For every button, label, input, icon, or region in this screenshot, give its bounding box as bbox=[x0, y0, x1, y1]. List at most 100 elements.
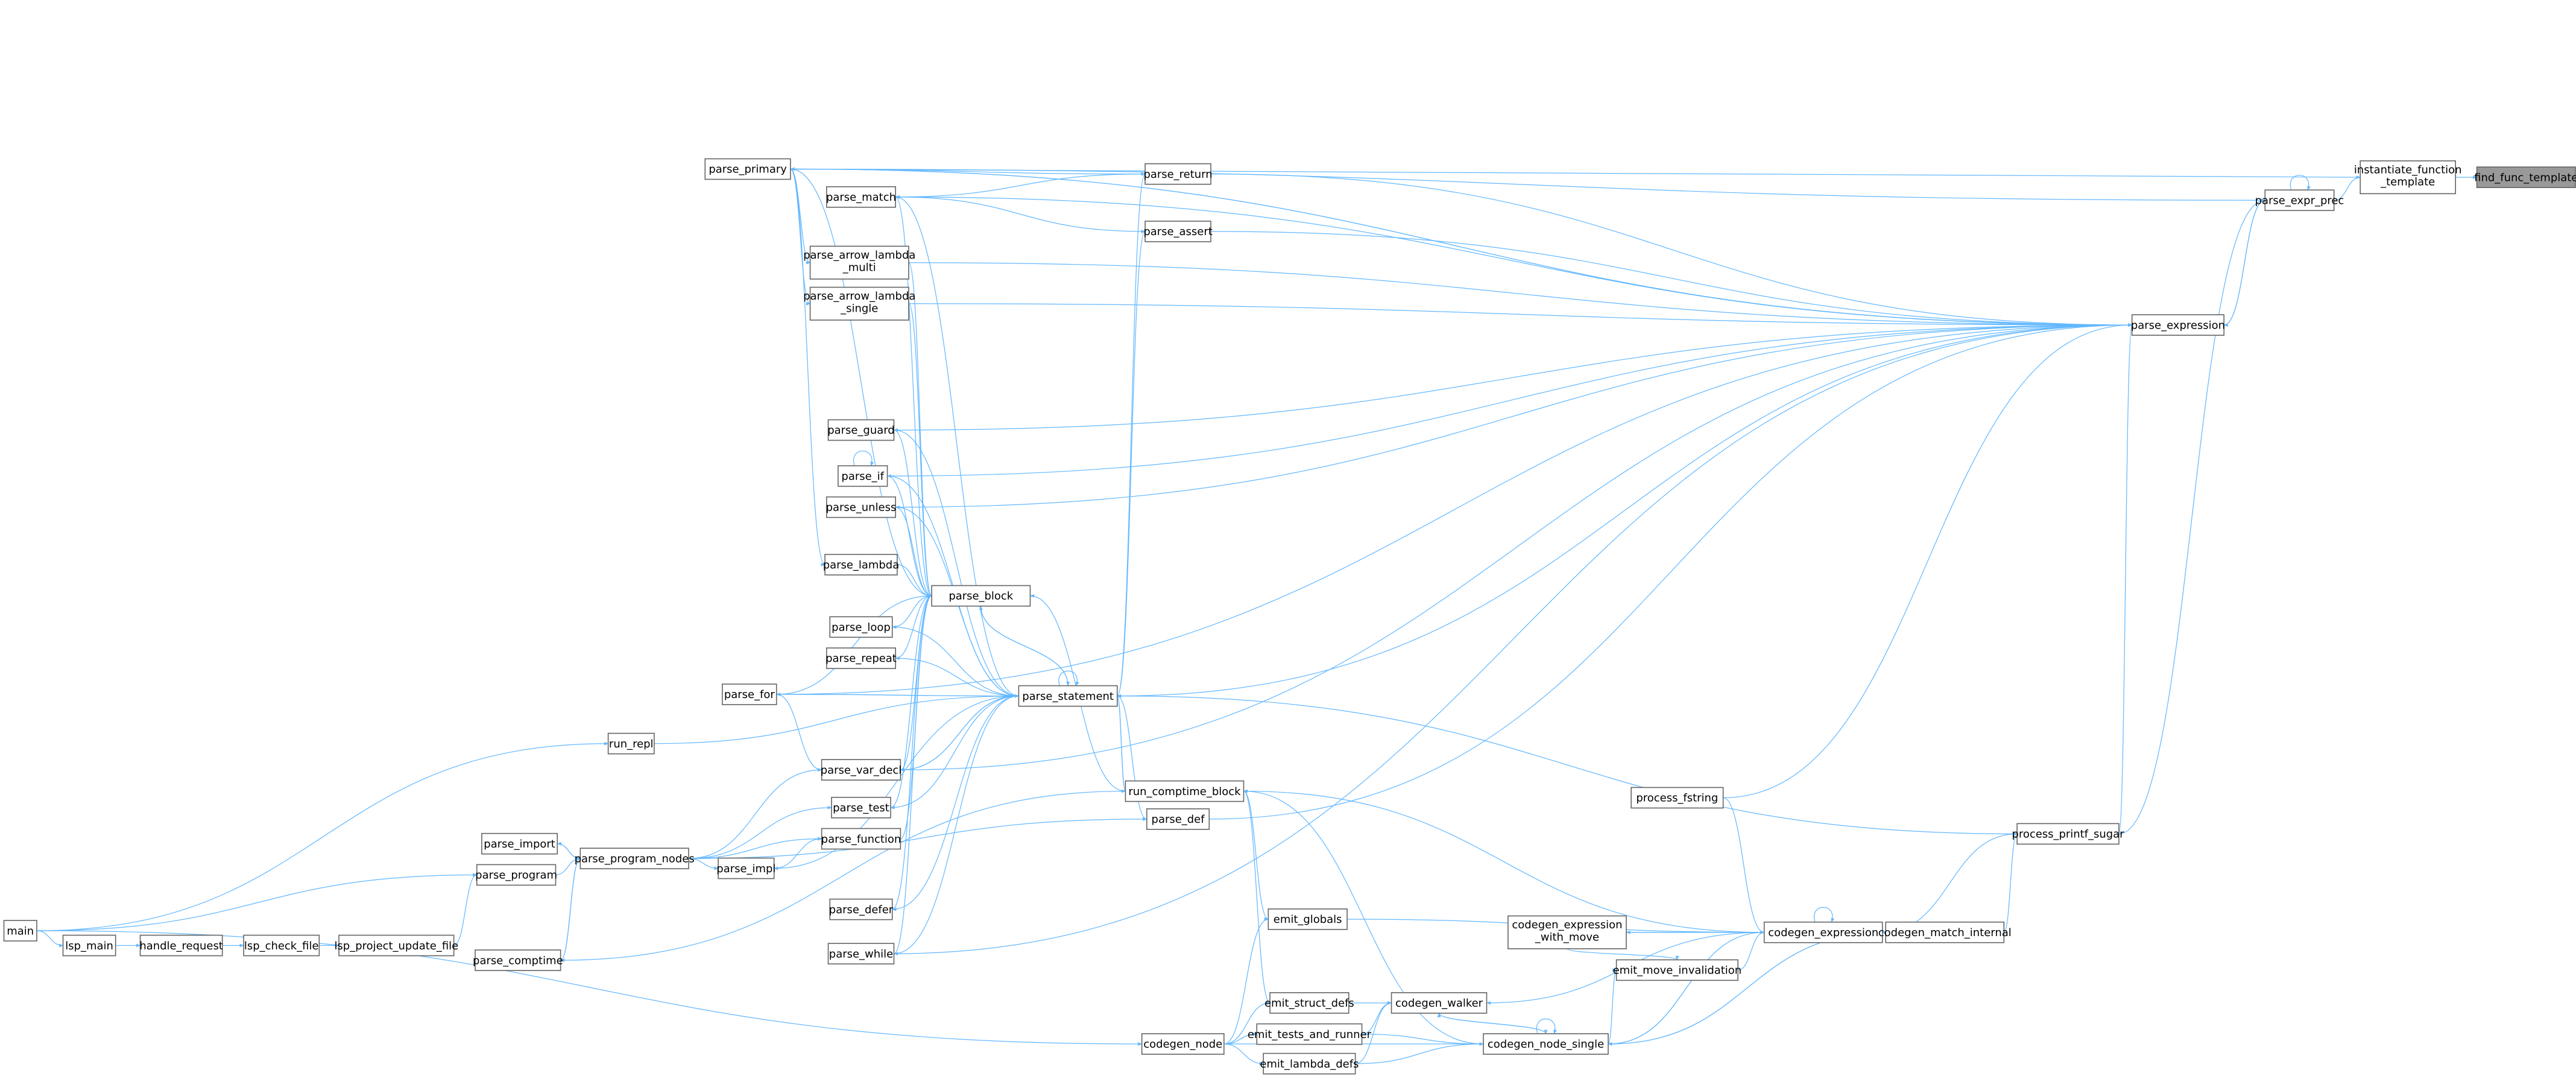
edge-parse_statement-to-parse_for bbox=[776, 692, 1019, 697]
node-handle_request[interactable]: handle_request bbox=[139, 934, 223, 957]
node-box bbox=[826, 496, 896, 518]
edge-parse_match-to-parse_expression bbox=[895, 197, 2133, 327]
node-codegen_expression[interactable]: codegen_expression bbox=[1763, 921, 1883, 943]
node-main[interactable]: main bbox=[3, 920, 37, 942]
node-box bbox=[827, 943, 895, 964]
node-box bbox=[831, 796, 891, 819]
node-emit_struct_defs[interactable]: emit_struct_defs bbox=[1264, 992, 1354, 1014]
node-emit_move_invalidation[interactable]: emit_move_invalidation bbox=[1613, 959, 1742, 981]
node-label: parse_defer bbox=[829, 904, 894, 916]
edge-parse_statement-to-parse_statement bbox=[1058, 670, 1079, 687]
node-lsp_project_update_file[interactable]: lsp_project_update_file bbox=[334, 934, 458, 957]
node-label: parse_def bbox=[1152, 813, 1205, 826]
node-label: lsp_project_update_file bbox=[334, 940, 458, 952]
node-label: parse_program_nodes bbox=[575, 852, 695, 865]
node-parse_expression[interactable]: parse_expression bbox=[2131, 314, 2225, 336]
node-label: parse_unless bbox=[826, 502, 897, 514]
node-emit_globals[interactable]: emit_globals bbox=[1267, 908, 1348, 930]
node-box bbox=[704, 158, 791, 180]
node-emit_lambda_defs[interactable]: emit_lambda_defs bbox=[1260, 1052, 1359, 1075]
node-codegen_expression_with_move[interactable]: codegen_expression_with_move bbox=[1507, 915, 1627, 949]
edge-lsp_project_update_file-to-parse_program bbox=[453, 873, 478, 946]
node-parse_primary[interactable]: parse_primary bbox=[704, 158, 791, 180]
edge-process_fstring-to-parse_expression bbox=[1723, 323, 2133, 799]
edge-parse_for-to-parse_block bbox=[776, 594, 932, 695]
node-parse_function[interactable]: parse_function bbox=[821, 828, 901, 850]
node-codegen_node[interactable]: codegen_node bbox=[1141, 1033, 1225, 1055]
node-parse_for[interactable]: parse_for bbox=[722, 684, 777, 705]
node-run_repl[interactable]: run_repl bbox=[607, 732, 655, 755]
node-parse_return[interactable]: parse_return bbox=[1143, 163, 1213, 185]
node-parse_block[interactable]: parse_block bbox=[931, 585, 1031, 607]
node-process_printf_sugar[interactable]: process_printf_sugar bbox=[2012, 823, 2124, 845]
node-label: emit_move_invalidation bbox=[1613, 964, 1742, 977]
edge-run_comptime_block-to-emit_globals bbox=[1243, 790, 1269, 921]
node-parse_program_nodes[interactable]: parse_program_nodes bbox=[575, 848, 695, 870]
node-parse_repeat[interactable]: parse_repeat bbox=[826, 647, 897, 669]
edge-parse_unless-to-parse_block bbox=[895, 506, 932, 598]
node-label: codegen_walker bbox=[1395, 997, 1483, 1010]
node-lsp_check_file[interactable]: lsp_check_file bbox=[243, 934, 320, 957]
edge-run_repl-to-parse_statement bbox=[654, 694, 1020, 744]
edge-parse_for-to-parse_var_decl bbox=[776, 694, 822, 772]
node-parse_arrow_lambda_single[interactable]: parse_arrow_lambda_single bbox=[803, 286, 915, 321]
nodes-layer: find_func_template instantiate_function_t… bbox=[3, 158, 2576, 1075]
edge-run_comptime_block-to-emit_struct_defs bbox=[1243, 790, 1271, 1005]
edge-parse_if-to-parse_expression bbox=[887, 323, 2133, 477]
edge-parse_program_nodes-to-parse_test bbox=[689, 805, 832, 859]
edge-parse_statement-to-parse_defer bbox=[891, 696, 1019, 911]
node-parse_loop[interactable]: parse_loop bbox=[829, 616, 893, 638]
edge-parse_expr_prec-to-parse_primary bbox=[790, 167, 2265, 201]
node-lsp_main[interactable]: lsp_main bbox=[62, 934, 116, 957]
edge-codegen_node_single-to-emit_move_invalidation bbox=[1608, 968, 1617, 1045]
edge-parse_program_nodes-to-parse_def bbox=[689, 817, 1148, 859]
node-parse_statement[interactable]: parse_statement bbox=[1018, 685, 1118, 707]
node-emit_tests_and_runner[interactable]: emit_tests_and_runner bbox=[1248, 1023, 1372, 1045]
node-parse_def[interactable]: parse_def bbox=[1146, 808, 1210, 830]
node-box bbox=[1483, 1033, 1609, 1055]
node-parse_lambda[interactable]: parse_lambda bbox=[823, 553, 900, 576]
node-parse_impl[interactable]: parse_impl bbox=[716, 857, 775, 879]
edge-parse_expr_prec-to-parse_expression bbox=[2223, 200, 2265, 327]
edge-process_printf_sugar-to-codegen_expression bbox=[1882, 833, 2018, 934]
node-parse_unless[interactable]: parse_unless bbox=[826, 496, 897, 518]
node-label: main bbox=[7, 925, 34, 937]
node-parse_test[interactable]: parse_test bbox=[831, 796, 891, 819]
edge-emit_tests_and_runner-to-codegen_node_single bbox=[1362, 1033, 1484, 1046]
node-parse_guard[interactable]: parse_guard bbox=[827, 419, 895, 441]
edge-parse_return-to-parse_match bbox=[895, 174, 1146, 199]
node-box bbox=[1631, 787, 1724, 809]
edge-codegen_node_single-to-codegen_node_single bbox=[1536, 1018, 1558, 1034]
node-box bbox=[1144, 221, 1211, 242]
node-parse_assert[interactable]: parse_assert bbox=[1143, 221, 1213, 242]
node-parse_while[interactable]: parse_while bbox=[827, 943, 895, 964]
node-parse_program[interactable]: parse_program bbox=[475, 864, 557, 886]
node-box bbox=[1763, 921, 1883, 943]
node-codegen_node_single[interactable]: codegen_node_single bbox=[1483, 1033, 1609, 1055]
node-parse_import[interactable]: parse_import bbox=[481, 832, 558, 855]
node-label: run_repl bbox=[609, 738, 654, 750]
node-run_comptime_block[interactable]: run_comptime_block bbox=[1125, 780, 1245, 802]
node-codegen_walker[interactable]: codegen_walker bbox=[1391, 992, 1488, 1014]
edge-parse_repeat-to-parse_block bbox=[895, 594, 932, 659]
node-parse_match[interactable]: parse_match bbox=[826, 186, 896, 208]
node-codegen_match_internal[interactable]: codegen_match_internal bbox=[1878, 921, 2012, 943]
node-box bbox=[829, 616, 893, 638]
edge-parse_arrow_lambda_multi-to-parse_expression bbox=[908, 262, 2133, 327]
node-parse_arrow_lambda_multi[interactable]: parse_arrow_lambda_multi bbox=[803, 245, 915, 280]
node-parse_defer[interactable]: parse_defer bbox=[829, 898, 894, 920]
node-label: run_comptime_block bbox=[1128, 785, 1241, 798]
node-process_fstring[interactable]: process_fstring bbox=[1631, 787, 1724, 809]
edge-parse_statement-to-parse_guard bbox=[893, 428, 1019, 697]
node-box bbox=[607, 732, 655, 755]
node-label: codegen_match_internal bbox=[1878, 926, 2012, 939]
node-instantiate_function_template[interactable]: instantiate_function_template bbox=[2354, 160, 2462, 195]
node-parse_var_decl[interactable]: parse_var_decl bbox=[821, 759, 902, 781]
node-parse_comptime[interactable]: parse_comptime bbox=[473, 949, 563, 971]
node-find_func_template[interactable]: find_func_template bbox=[2474, 166, 2576, 188]
node-label: codegen_expression bbox=[1768, 926, 1878, 939]
node-parse_if[interactable]: parse_if bbox=[838, 465, 888, 487]
edge-parse_expr_prec-to-parse_expr_prec bbox=[2290, 175, 2311, 190]
node-parse_expr_prec[interactable]: parse_expr_prec bbox=[2255, 189, 2344, 212]
